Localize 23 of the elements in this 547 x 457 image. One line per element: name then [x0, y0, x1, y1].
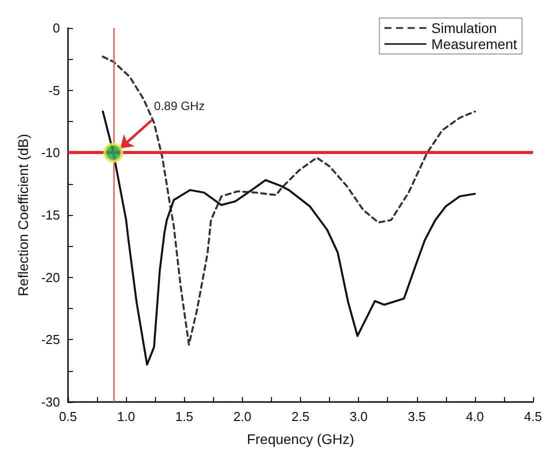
x-tick-label: 3.0 — [350, 409, 368, 424]
x-tick-label: 4.0 — [466, 409, 484, 424]
x-tick-label: 2.0 — [233, 409, 252, 424]
line-series — [102, 56, 476, 346]
x-axis-title: Frequency (GHz) — [246, 431, 354, 447]
annotation: 0.89 GHz — [154, 98, 205, 113]
y-tick-label: 0 — [52, 20, 60, 36]
x-tick-label: 1.5 — [175, 409, 194, 424]
y-axis-title: Reflection Coefficient (dB) — [15, 134, 31, 296]
y-tick-label: -10 — [41, 145, 60, 160]
legend-label: Measurement — [431, 36, 518, 52]
x-tick-label: 1.0 — [117, 409, 136, 424]
x-tick-label: 2.5 — [291, 409, 310, 424]
line-series — [102, 110, 476, 366]
x-tick-label: 4.5 — [524, 409, 542, 424]
x-tick-label: 0.5 — [58, 409, 78, 424]
y-tick-label: -5 — [48, 82, 60, 98]
y-tick-label: -30 — [41, 394, 60, 410]
legend-label: Simulation — [431, 20, 497, 36]
x-tick-label: 3.5 — [408, 409, 426, 424]
y-tick-label: -15 — [41, 208, 60, 222]
y-tick-label: -20 — [41, 270, 60, 285]
y-tick-label: -25 — [41, 332, 60, 348]
